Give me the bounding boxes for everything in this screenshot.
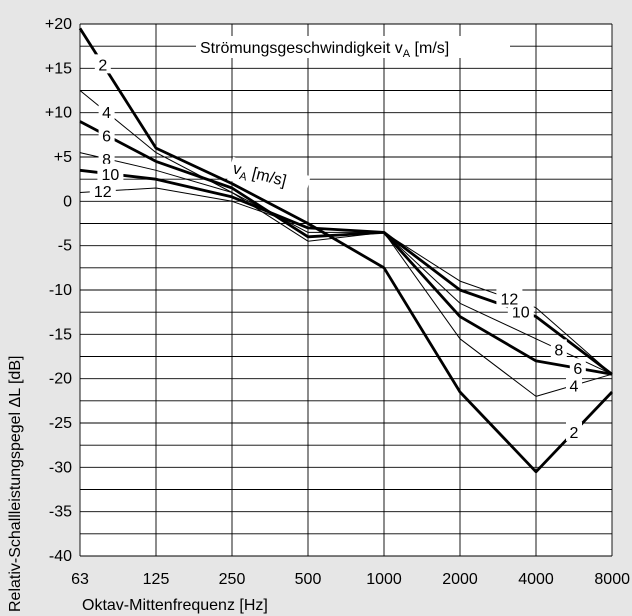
grid bbox=[79, 23, 613, 557]
series-label-8: 8 bbox=[550, 339, 567, 359]
x-tick-label: 500 bbox=[295, 571, 322, 588]
series-line-4 bbox=[79, 90, 613, 397]
y-tick-label: -10 bbox=[49, 282, 72, 299]
series-line-8 bbox=[79, 152, 613, 375]
x-tick-label: 2000 bbox=[442, 571, 478, 588]
series-label-text: 6 bbox=[573, 361, 582, 378]
series-label-8: 8 bbox=[98, 148, 115, 169]
curve-label-bg bbox=[227, 156, 311, 200]
x-tick-label: 4000 bbox=[518, 571, 554, 588]
series-label-text: 10 bbox=[512, 304, 530, 321]
series-label-text: 4 bbox=[570, 378, 579, 395]
series-label-6: 6 bbox=[569, 358, 586, 378]
series-label-bg bbox=[89, 181, 116, 201]
y-tick-label: +5 bbox=[54, 149, 72, 166]
y-tick-label: +20 bbox=[45, 16, 72, 33]
series-label-bg bbox=[98, 102, 115, 122]
y-tick-label: -5 bbox=[58, 238, 72, 255]
y-tick-label: +10 bbox=[45, 105, 72, 122]
series-line-6 bbox=[79, 120, 613, 376]
series-label-12: 12 bbox=[496, 288, 523, 308]
series-label-bg bbox=[98, 148, 115, 168]
y-tick-label: -35 bbox=[49, 504, 72, 521]
x-axis-label: Oktav-Mittenfrequenz [Hz] bbox=[82, 597, 268, 614]
x-tick-label: 250 bbox=[219, 571, 246, 588]
legend-title-text: Strömungsgeschwindigkeit vA [m/s] bbox=[200, 40, 449, 60]
series-label-text: 8 bbox=[554, 342, 563, 359]
legend-title: Strömungsgeschwindigkeit vA [m/s] bbox=[196, 36, 510, 60]
series-label-2: 2 bbox=[566, 421, 582, 442]
x-tick-label: 63 bbox=[71, 571, 89, 588]
x-tick-label: 8000 bbox=[594, 571, 630, 588]
series-label-bg bbox=[566, 375, 582, 395]
y-tick-label: -15 bbox=[49, 326, 72, 343]
series-label-6: 6 bbox=[98, 125, 115, 145]
series-label-bg bbox=[569, 358, 586, 378]
series-label-bg bbox=[550, 339, 567, 359]
y-axis-label: Relativ-Schallleistungspegel ΔL [dB] bbox=[7, 356, 24, 612]
series-label-bg bbox=[566, 421, 582, 441]
series-label-10: 10 bbox=[97, 163, 124, 184]
y-tick-label: -30 bbox=[49, 459, 72, 476]
series-label-text: 2 bbox=[570, 425, 579, 442]
series-label-12: 12 bbox=[89, 181, 116, 201]
series-label-4: 4 bbox=[98, 102, 115, 122]
series-label-text: 10 bbox=[102, 167, 120, 184]
series-label-text: 2 bbox=[98, 57, 107, 74]
series-label-text: 6 bbox=[102, 128, 111, 145]
series-label-bg bbox=[496, 288, 523, 308]
x-tick-label: 1000 bbox=[366, 571, 402, 588]
y-tick-label: -20 bbox=[49, 371, 72, 388]
legend-title-bg bbox=[196, 36, 510, 58]
y-tick-label: 0 bbox=[63, 193, 72, 210]
series-label-text: 12 bbox=[501, 291, 519, 308]
series-label-text: 8 bbox=[102, 152, 111, 169]
series-label-bg bbox=[97, 163, 124, 183]
x-tick-label: 125 bbox=[143, 571, 170, 588]
series-label-bg bbox=[94, 54, 111, 74]
y-tick-label: +15 bbox=[45, 60, 72, 77]
series-label-bg bbox=[98, 125, 115, 145]
y-tick-label: -25 bbox=[49, 415, 72, 432]
series-label-4: 4 bbox=[566, 375, 582, 395]
series-label-text: 12 bbox=[94, 184, 112, 201]
series-label-text: 4 bbox=[102, 105, 111, 122]
y-tick-label: -40 bbox=[49, 548, 72, 565]
x-tick-labels: 63 125 250 500 1000 2000 4000 8000 bbox=[71, 571, 630, 588]
series-label-2: 2 bbox=[94, 54, 111, 74]
y-tick-labels: +20 +15 +10 +5 0 -5 -10 -15 -20 -25 -30 -35 -40 bbox=[45, 16, 72, 565]
series-line-2 bbox=[78, 27, 614, 474]
